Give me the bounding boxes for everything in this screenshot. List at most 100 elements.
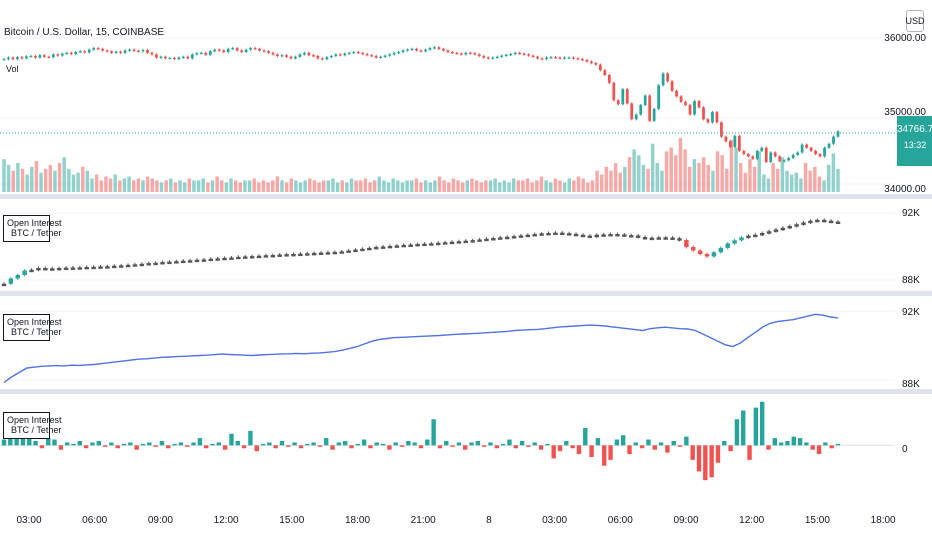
price-candle xyxy=(2,59,6,61)
volume-bar xyxy=(678,137,683,192)
oi-change-bar xyxy=(27,436,32,446)
oi-candle xyxy=(373,247,379,250)
price-candle xyxy=(397,52,400,54)
oi-candle xyxy=(498,237,503,240)
oi-change-bar xyxy=(684,436,689,446)
pane2-legend[interactable]: Open Interest BTC / Tether xyxy=(3,314,62,341)
price-candle xyxy=(630,103,634,120)
oi-candle xyxy=(808,220,813,224)
oi-candle xyxy=(601,234,606,237)
volume-bar xyxy=(539,176,544,192)
volume-bar xyxy=(470,178,474,192)
currency-button[interactable]: USD xyxy=(906,10,925,32)
price-candle xyxy=(643,95,647,106)
price-candle xyxy=(782,160,786,162)
price-candle xyxy=(383,55,387,57)
price-candle xyxy=(204,52,208,55)
price-candle xyxy=(65,52,69,55)
volume-bar xyxy=(507,182,511,192)
volume-bar xyxy=(780,157,785,192)
price-candle xyxy=(114,51,118,53)
volume-bar xyxy=(99,180,104,192)
price-candle xyxy=(540,58,544,60)
volume-bar xyxy=(474,180,479,192)
price-candle xyxy=(195,53,199,55)
oi-candle xyxy=(828,220,834,224)
volume-bar xyxy=(150,178,154,192)
oi-change-bar xyxy=(823,442,828,446)
price-candle xyxy=(285,55,288,57)
price-candle xyxy=(20,57,24,59)
volume-bar xyxy=(674,155,678,192)
oi-change-bar xyxy=(298,445,304,449)
oi-candle xyxy=(422,243,427,247)
price-candle xyxy=(150,52,154,55)
volume-bar xyxy=(182,182,187,192)
oi-change-bar xyxy=(551,445,556,459)
oi-change-bar xyxy=(526,445,531,447)
oi-change-bar xyxy=(77,441,83,446)
price-candle xyxy=(531,55,535,57)
price-axis[interactable]: 36000.00 35000.00 34000.00 92K 88K 92K 8… xyxy=(884,33,926,455)
volume-bar xyxy=(224,182,229,192)
price-candle xyxy=(612,82,616,101)
price-candle xyxy=(477,54,481,56)
volume-bar xyxy=(289,178,293,192)
oi-change-bar xyxy=(614,439,620,446)
price-candle xyxy=(760,147,764,151)
pane3-legend[interactable]: Open Interest BTC / Tether xyxy=(3,412,62,439)
price-candle xyxy=(56,54,60,56)
volume-bar xyxy=(595,170,599,192)
price-candle xyxy=(428,48,432,50)
oi-candle xyxy=(436,242,441,246)
oi-candle xyxy=(43,268,48,271)
volume-bar xyxy=(419,182,423,192)
volume-bar xyxy=(660,170,664,192)
oi-candle xyxy=(291,254,296,257)
pane-separators[interactable] xyxy=(0,194,932,394)
oi-change-bar xyxy=(747,445,752,460)
price-candle xyxy=(168,57,172,60)
volume-bar xyxy=(752,166,757,192)
price-candle xyxy=(558,57,562,59)
oi-candle xyxy=(367,247,372,251)
pane1-legend[interactable]: Open Interest BTC / Tether xyxy=(3,215,62,242)
oi-change-bar xyxy=(349,445,354,449)
volume-bar xyxy=(136,178,141,192)
oi-change-bar xyxy=(741,410,746,446)
oi-change-bar xyxy=(620,435,626,446)
volume-bar xyxy=(743,172,748,192)
oi-change-bar xyxy=(595,438,601,446)
time-axis[interactable]: 03:00 06:00 09:00 12:00 15:00 18:00 21:00 8 03:0… xyxy=(16,515,896,526)
volume-bar xyxy=(94,174,99,192)
time-axis-label: 03:00 xyxy=(542,515,567,526)
volume-bar xyxy=(39,172,43,192)
price-candle xyxy=(634,114,638,120)
price-candle xyxy=(639,105,643,115)
volume-bar xyxy=(257,182,261,192)
price-candle xyxy=(805,144,808,148)
volume-bar xyxy=(535,180,539,192)
volume-bar xyxy=(25,174,29,192)
oi-candle xyxy=(380,246,386,249)
oi-change-bar xyxy=(658,442,664,446)
oi-change-bar xyxy=(690,445,695,460)
volume-bar xyxy=(609,170,613,192)
pane2-legend-symbol: BTC / Tether xyxy=(11,327,62,337)
volume-bar xyxy=(502,180,507,192)
price-candle xyxy=(217,49,221,51)
pane2-axis-label: 92K xyxy=(902,307,920,318)
oi-candle xyxy=(456,241,462,244)
oi-candle xyxy=(491,238,496,241)
price-candle xyxy=(316,56,320,59)
oi-change-bar xyxy=(759,401,765,446)
price-axis-label: 34000.00 xyxy=(884,184,926,195)
price-candle xyxy=(778,156,782,162)
oi-change-bar xyxy=(90,442,95,446)
price-candle xyxy=(827,143,831,148)
price-candle xyxy=(823,147,826,157)
oi-candle xyxy=(759,233,765,236)
oi-candle xyxy=(401,244,406,248)
oi-change-bar xyxy=(791,436,796,446)
